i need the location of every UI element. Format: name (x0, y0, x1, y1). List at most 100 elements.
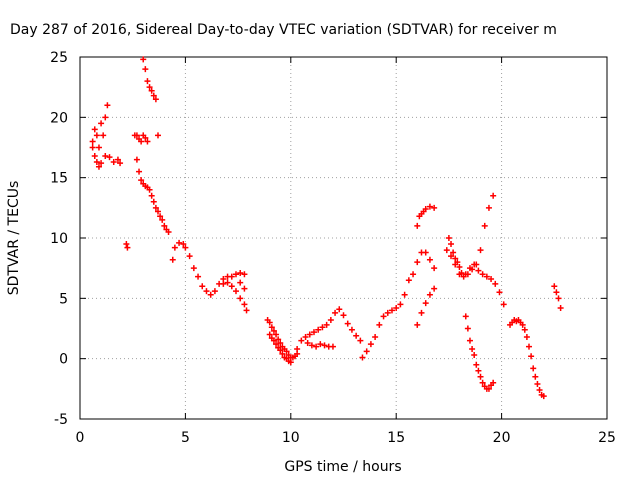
data-point (146, 84, 153, 91)
data-point (298, 337, 305, 344)
data-point (450, 249, 457, 256)
data-point (144, 78, 151, 85)
data-point (397, 301, 404, 308)
data-point (532, 373, 539, 380)
data-point (393, 304, 400, 311)
data-point (496, 289, 503, 296)
data-point (152, 204, 159, 211)
data-point (211, 288, 218, 295)
data-point (414, 222, 421, 229)
data-point (150, 198, 157, 205)
data-point (363, 348, 370, 355)
data-point (431, 204, 438, 211)
data-point (270, 337, 277, 344)
data-point (401, 291, 408, 298)
data-point (422, 300, 429, 307)
data-point (344, 320, 351, 327)
data-point (488, 276, 495, 283)
data-point (367, 341, 374, 348)
data-point (283, 348, 290, 355)
data-point (241, 285, 248, 292)
data-point (426, 291, 433, 298)
x-axis-label: GPS time / hours (284, 459, 401, 475)
data-point (466, 337, 473, 344)
data-point (182, 244, 189, 251)
data-point (426, 203, 433, 210)
data-point (138, 138, 145, 145)
data-point (140, 56, 147, 63)
data-point (104, 102, 111, 109)
data-point (220, 280, 227, 287)
data-point (452, 261, 459, 268)
data-point (154, 132, 161, 139)
data-point (95, 144, 102, 151)
data-point (148, 87, 155, 94)
data-point (91, 152, 98, 159)
data-point (123, 241, 130, 248)
data-point (332, 309, 339, 316)
data-point (353, 332, 360, 339)
data-point (483, 273, 490, 280)
data-point (144, 138, 151, 145)
data-point (448, 253, 455, 260)
data-point (443, 247, 450, 254)
data-point (448, 241, 455, 248)
data-point (431, 265, 438, 272)
data-point (306, 331, 313, 338)
data-point (471, 261, 478, 268)
data-point (171, 244, 178, 251)
data-point (490, 379, 497, 386)
data-point (405, 277, 412, 284)
data-point (157, 213, 164, 220)
data-point (136, 168, 143, 175)
data-point (372, 333, 379, 340)
data-point (98, 120, 105, 127)
y-tick-label: 10 (50, 231, 68, 247)
data-point (471, 352, 478, 359)
data-point (340, 312, 347, 319)
data-point (190, 265, 197, 272)
data-point (142, 66, 149, 73)
data-point (485, 204, 492, 211)
data-point (273, 331, 280, 338)
data-point (224, 279, 231, 286)
data-point (477, 247, 484, 254)
data-point (553, 289, 560, 296)
data-point (110, 158, 117, 165)
data-point (530, 365, 537, 372)
data-point (414, 321, 421, 328)
x-tick-label: 0 (76, 430, 85, 446)
data-point (237, 279, 244, 286)
data-point (422, 249, 429, 256)
x-tick-label: 15 (387, 430, 405, 446)
data-point (228, 273, 235, 280)
data-point (114, 156, 121, 163)
grid (80, 57, 607, 419)
data-point (270, 327, 277, 334)
data-point (313, 343, 320, 350)
data-point (310, 329, 317, 336)
data-point (462, 271, 469, 278)
data-point (124, 244, 131, 251)
data-point (479, 379, 486, 386)
data-point (528, 353, 535, 360)
data-point (485, 385, 492, 392)
data-point (91, 126, 98, 133)
y-tick-label: 25 (50, 50, 68, 66)
data-point (237, 295, 244, 302)
data-point (336, 306, 343, 313)
data-point (268, 324, 275, 331)
data-point (165, 228, 172, 235)
data-point (287, 359, 294, 366)
data-point (456, 263, 463, 270)
data-point (327, 317, 334, 324)
data-point (359, 354, 366, 361)
data-point (142, 134, 149, 141)
data-point (199, 283, 206, 290)
data-point (526, 343, 533, 350)
data-point (477, 373, 484, 380)
data-point (475, 367, 482, 374)
data-point (89, 138, 96, 145)
data-point (93, 158, 100, 165)
